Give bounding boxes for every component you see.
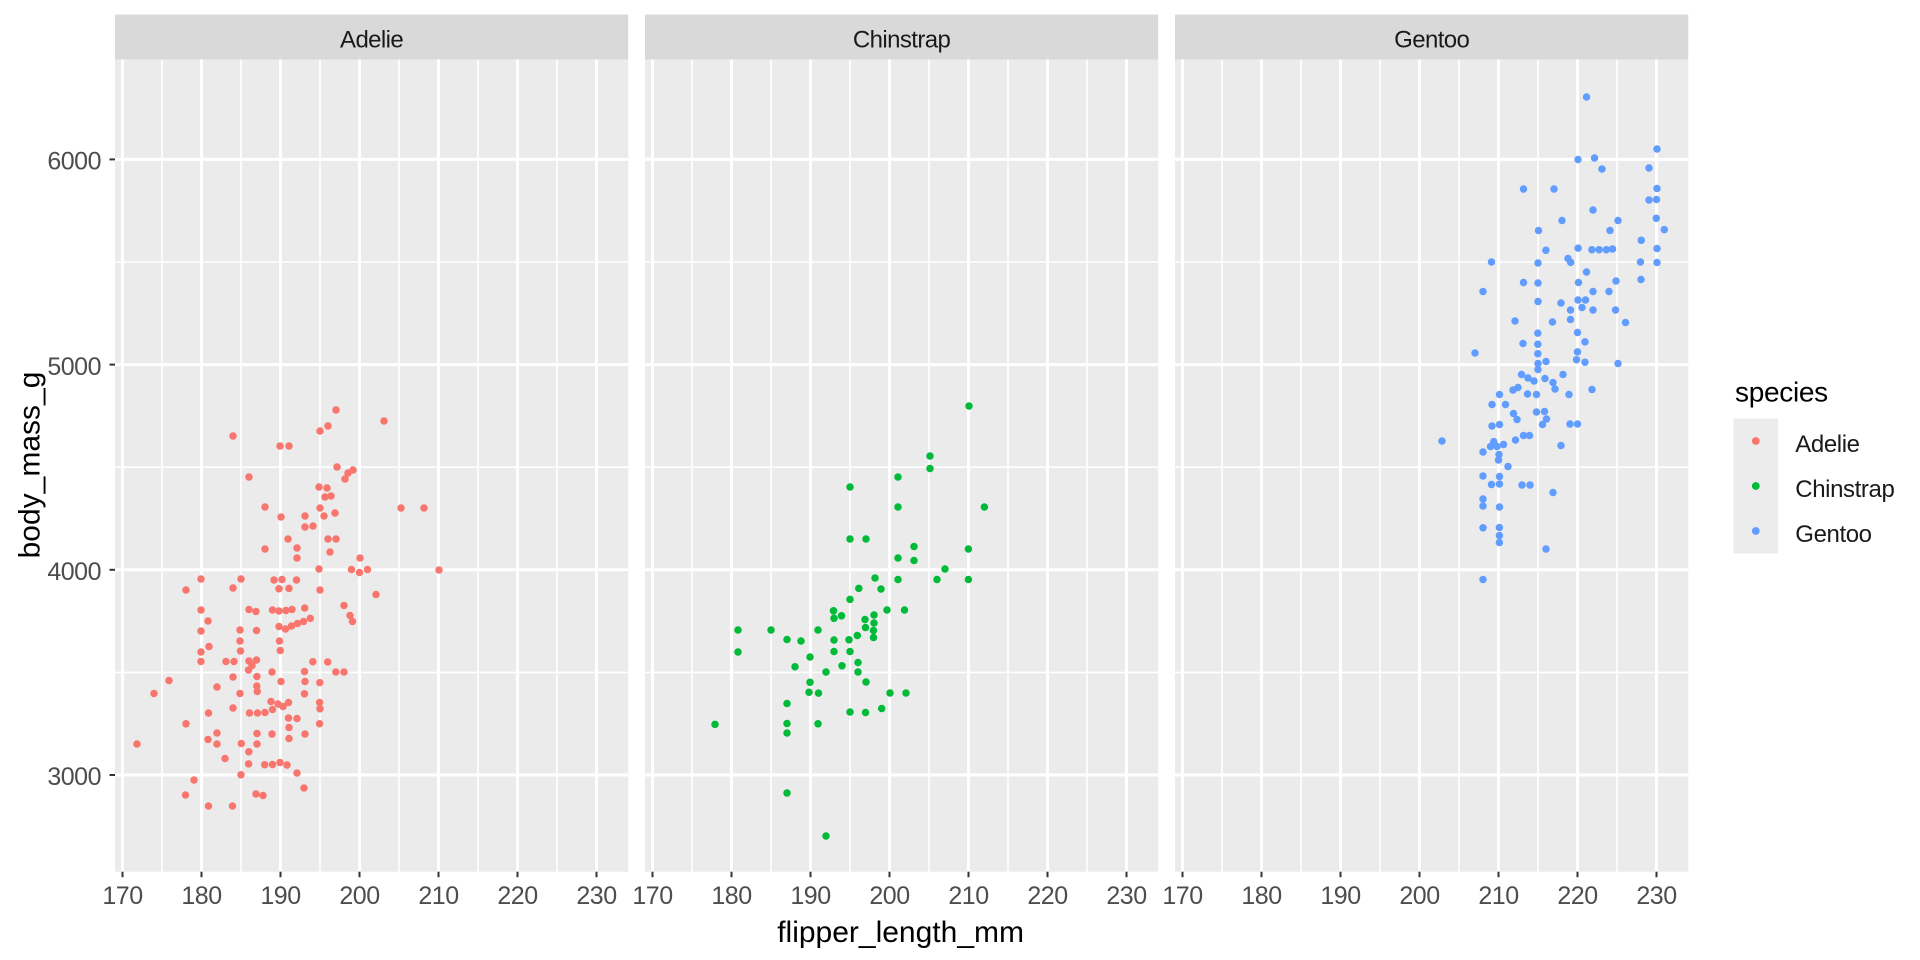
svg-text:170: 170 — [1162, 882, 1202, 910]
svg-text:200: 200 — [339, 882, 379, 910]
svg-text:body_mass_g: body_mass_g — [14, 372, 47, 559]
svg-text:Chinstrap: Chinstrap — [1795, 476, 1894, 503]
svg-text:flipper_length_mm: flipper_length_mm — [777, 916, 1024, 949]
svg-text:220: 220 — [1027, 882, 1067, 910]
svg-text:200: 200 — [869, 882, 909, 910]
svg-text:180: 180 — [1241, 882, 1281, 910]
svg-text:200: 200 — [1399, 882, 1439, 910]
svg-text:180: 180 — [181, 882, 221, 910]
svg-text:230: 230 — [1636, 882, 1676, 910]
svg-text:3000: 3000 — [47, 763, 101, 791]
svg-text:190: 190 — [1320, 882, 1360, 910]
svg-text:230: 230 — [576, 882, 616, 910]
svg-text:170: 170 — [102, 882, 142, 910]
svg-text:6000: 6000 — [47, 148, 101, 176]
svg-text:Adelie: Adelie — [340, 26, 403, 53]
svg-text:Gentoo: Gentoo — [1394, 26, 1469, 53]
svg-text:190: 190 — [790, 882, 830, 910]
svg-text:190: 190 — [260, 882, 300, 910]
svg-text:4000: 4000 — [47, 558, 101, 586]
svg-text:170: 170 — [632, 882, 672, 910]
svg-text:210: 210 — [418, 882, 458, 910]
svg-text:Gentoo: Gentoo — [1795, 521, 1871, 548]
svg-text:210: 210 — [1478, 882, 1518, 910]
svg-text:210: 210 — [948, 882, 988, 910]
svg-text:220: 220 — [1557, 882, 1597, 910]
svg-text:230: 230 — [1106, 882, 1146, 910]
svg-text:5000: 5000 — [47, 353, 101, 381]
svg-text:180: 180 — [711, 882, 751, 910]
svg-text:220: 220 — [497, 882, 537, 910]
svg-text:species: species — [1735, 377, 1828, 408]
svg-text:Adelie: Adelie — [1795, 431, 1859, 458]
svg-text:Chinstrap: Chinstrap — [853, 26, 951, 53]
